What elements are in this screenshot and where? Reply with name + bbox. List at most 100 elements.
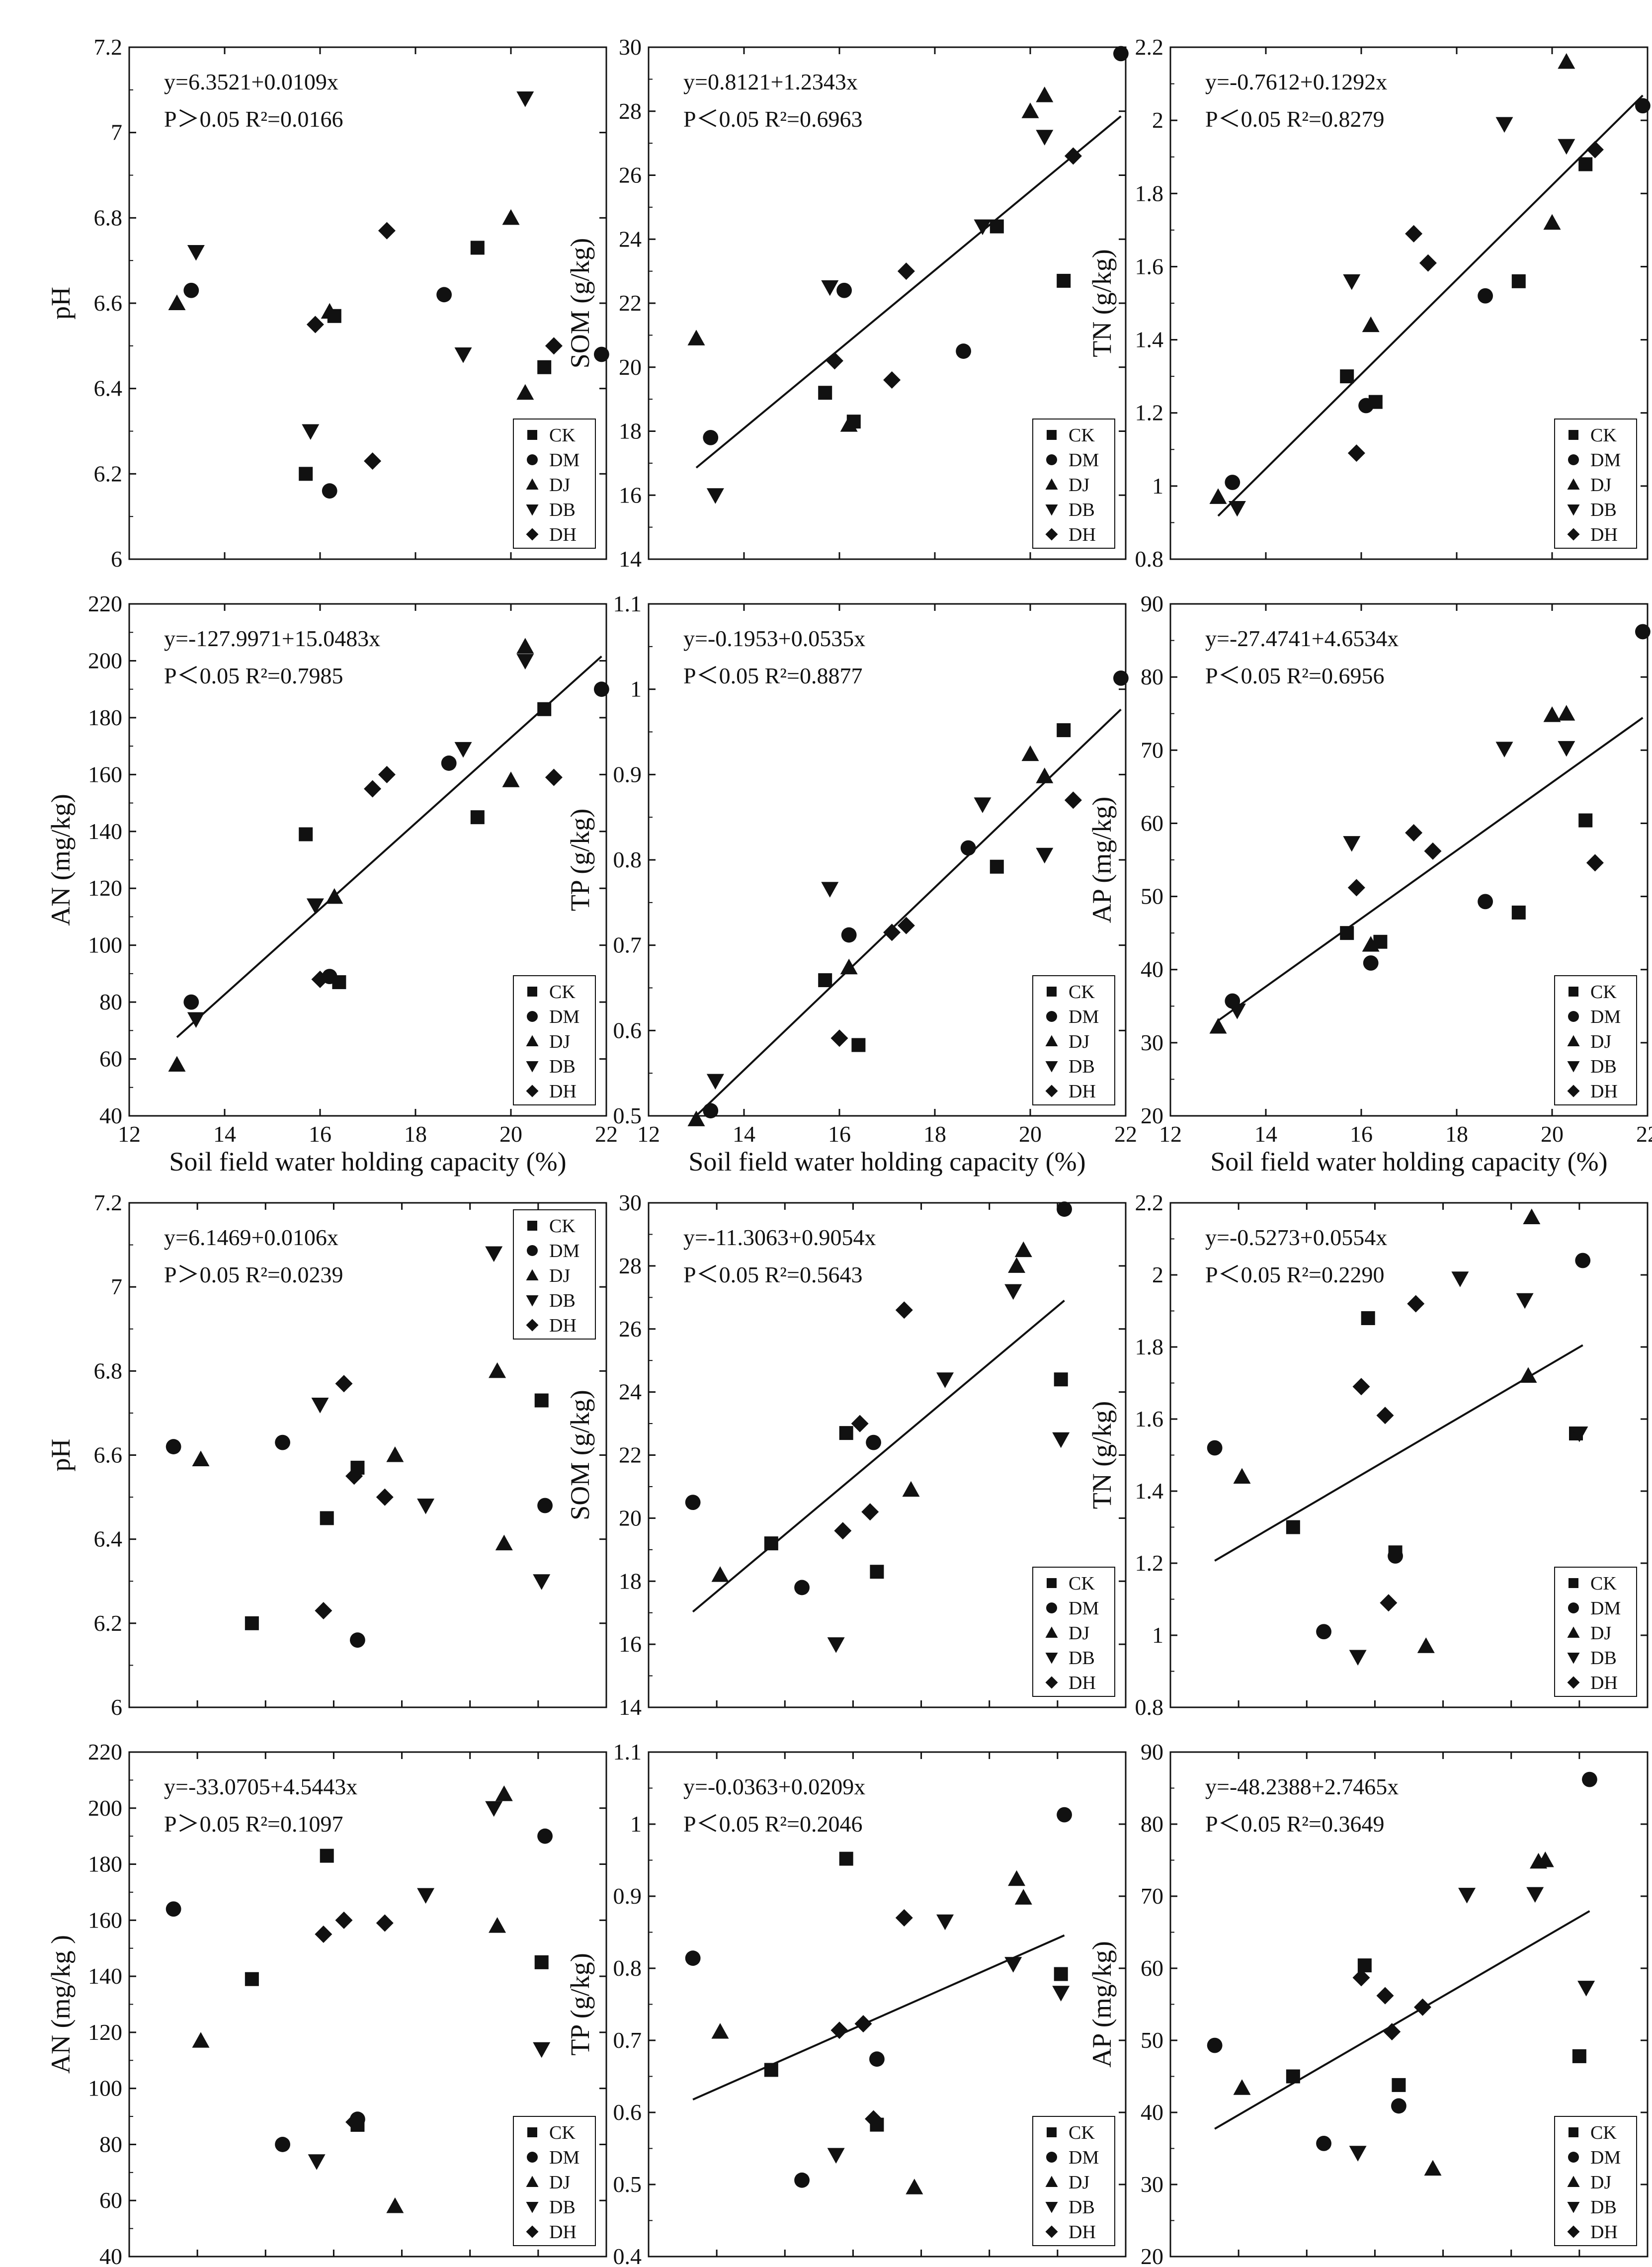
legend-box	[1032, 975, 1115, 1105]
legend: CK DM DJ DB DH	[1032, 975, 1115, 1105]
point-dj	[1209, 488, 1227, 504]
y-tick-label: 1.6	[1135, 1406, 1164, 1431]
point-dj	[168, 1056, 186, 1072]
legend-marker-dm	[1568, 2152, 1579, 2163]
point-dh	[1347, 879, 1365, 897]
y-tick-label: 26	[619, 163, 642, 188]
panel-r2c2: 0.5 0.6 0.7 0.8 0.9 1 1.1 12 14 16 18 20 22 TP (g/kg)…	[565, 591, 1137, 1176]
series-db	[308, 1801, 551, 2170]
point-db	[974, 219, 991, 235]
point-dh	[830, 2021, 848, 2039]
point-dm	[1582, 1771, 1597, 1787]
panel-r4c1: 40 60 80 100 120 140 160 180 200 220 30 32 34 36 38 40 4…	[46, 1739, 618, 2267]
point-ck	[1286, 1520, 1300, 1534]
regression-equation: y=-48.2388+2.7465x	[1205, 1774, 1399, 1799]
y-tick-label: 1.1	[613, 591, 642, 616]
legend-label-ck: CK	[549, 425, 576, 446]
point-dm	[441, 756, 457, 771]
y-tick-label: 0.6	[613, 2099, 642, 2125]
panel-r4c2: 0.4 0.5 0.6 0.7 0.8 0.9 1 1.1 30 32 34 36 38 40 42 44 TP…	[565, 1739, 1137, 2267]
legend-label-dh: DH	[549, 1081, 577, 1102]
legend-label-ck: CK	[1590, 425, 1617, 446]
series-dh	[1347, 141, 1604, 462]
point-db	[1052, 1986, 1070, 2002]
series-db	[1349, 1271, 1588, 1666]
regression-equation: y=-0.5273+0.0554x	[1205, 1225, 1387, 1250]
series-dh	[1352, 1295, 1425, 1612]
series-db	[706, 797, 1054, 1090]
point-dj	[1014, 1241, 1032, 1258]
series-ck	[299, 702, 552, 990]
legend-marker-dj	[1567, 1626, 1580, 1638]
series-dj	[192, 1362, 513, 1551]
legend-label-ck: CK	[1069, 2122, 1095, 2143]
point-db	[1343, 274, 1361, 290]
y-tick-label: 7	[111, 120, 122, 145]
y-axis-label: AN (mg/kg)	[46, 794, 76, 925]
y-tick-label: 6.2	[94, 1610, 123, 1636]
point-dm	[1316, 2135, 1331, 2151]
y-axis-label: pH	[46, 287, 76, 320]
panel-r1c1: 6 6.2 6.4 6.6 6.8 7 7.2 pH y=6.3521+0.0109x P＞0.0…	[46, 34, 609, 572]
point-db	[936, 1372, 954, 1388]
legend-label-dh: DH	[1069, 1673, 1096, 1693]
legend: CK DM DJ DB DH	[1554, 975, 1637, 1105]
legend-marker-dh	[526, 1085, 539, 1097]
legend-marker-dj	[1567, 1035, 1580, 1046]
regression-stats: P＜0.05 R²=0.6963	[683, 106, 863, 132]
legend-label-dj: DJ	[1590, 475, 1611, 496]
regression-equation: y=-0.1953+0.0535x	[683, 626, 865, 651]
point-ck	[245, 1616, 259, 1630]
y-tick-label: 30	[1141, 2172, 1163, 2197]
point-ck	[1578, 157, 1593, 171]
y-tick-label: 18	[619, 419, 642, 444]
legend-label-dm: DM	[1590, 1598, 1621, 1619]
point-dm	[1316, 1624, 1331, 1640]
y-tick-label: 140	[88, 1963, 122, 1989]
regression-stats: P＜0.05 R²=0.2046	[683, 1811, 863, 1837]
point-db	[821, 280, 839, 296]
y-tick-label: 6.4	[94, 1526, 123, 1552]
point-db	[821, 882, 839, 898]
y-tick-label: 16	[619, 482, 642, 507]
y-tick-label: 0.5	[613, 1103, 642, 1128]
x-tick-label: 30	[118, 2262, 141, 2267]
legend-label-db: DB	[1069, 500, 1095, 520]
point-dh	[311, 970, 329, 988]
x-tick-label: 18	[404, 1121, 427, 1147]
legend-marker-db	[526, 2202, 539, 2213]
point-ck	[1340, 369, 1354, 384]
legend-box	[1032, 1567, 1115, 1697]
point-dh	[851, 1415, 869, 1432]
legend: CK DM DJ DB DH	[513, 419, 596, 549]
point-db	[1004, 1957, 1022, 1973]
legend-label-dm: DM	[549, 1007, 579, 1027]
point-dj	[711, 1566, 729, 1582]
point-ck	[839, 1426, 853, 1440]
point-db	[706, 488, 724, 504]
point-dj	[840, 416, 858, 432]
point-db	[1343, 836, 1361, 852]
y-tick-label: 40	[1141, 2099, 1163, 2125]
series-db	[827, 1914, 1070, 2164]
point-dh	[1064, 791, 1082, 809]
legend-marker-ck	[1047, 1578, 1057, 1588]
point-dh	[378, 222, 396, 240]
point-dm	[1478, 894, 1493, 910]
legend-marker-ck	[527, 2127, 537, 2137]
legend-marker-dj	[1045, 1626, 1058, 1638]
regression-stats: P＜0.05 R²=0.2290	[1205, 1262, 1385, 1287]
point-db	[1228, 1004, 1246, 1019]
legend-label-dm: DM	[1069, 1598, 1099, 1619]
legend-label-dj: DJ	[1590, 1031, 1611, 1052]
point-dm	[350, 1632, 365, 1648]
y-tick-label: 7.2	[94, 34, 123, 60]
legend-box	[1554, 975, 1637, 1105]
regression-stats: P＞0.05 R²=0.0239	[164, 1262, 343, 1287]
regression-equation: y=-33.0705+4.5443x	[164, 1774, 357, 1799]
point-dj	[489, 1917, 506, 1933]
regression-line	[695, 115, 1122, 469]
point-db	[485, 1801, 503, 1817]
y-tick-label: 220	[88, 1739, 122, 1764]
legend-label-db: DB	[549, 1056, 576, 1077]
